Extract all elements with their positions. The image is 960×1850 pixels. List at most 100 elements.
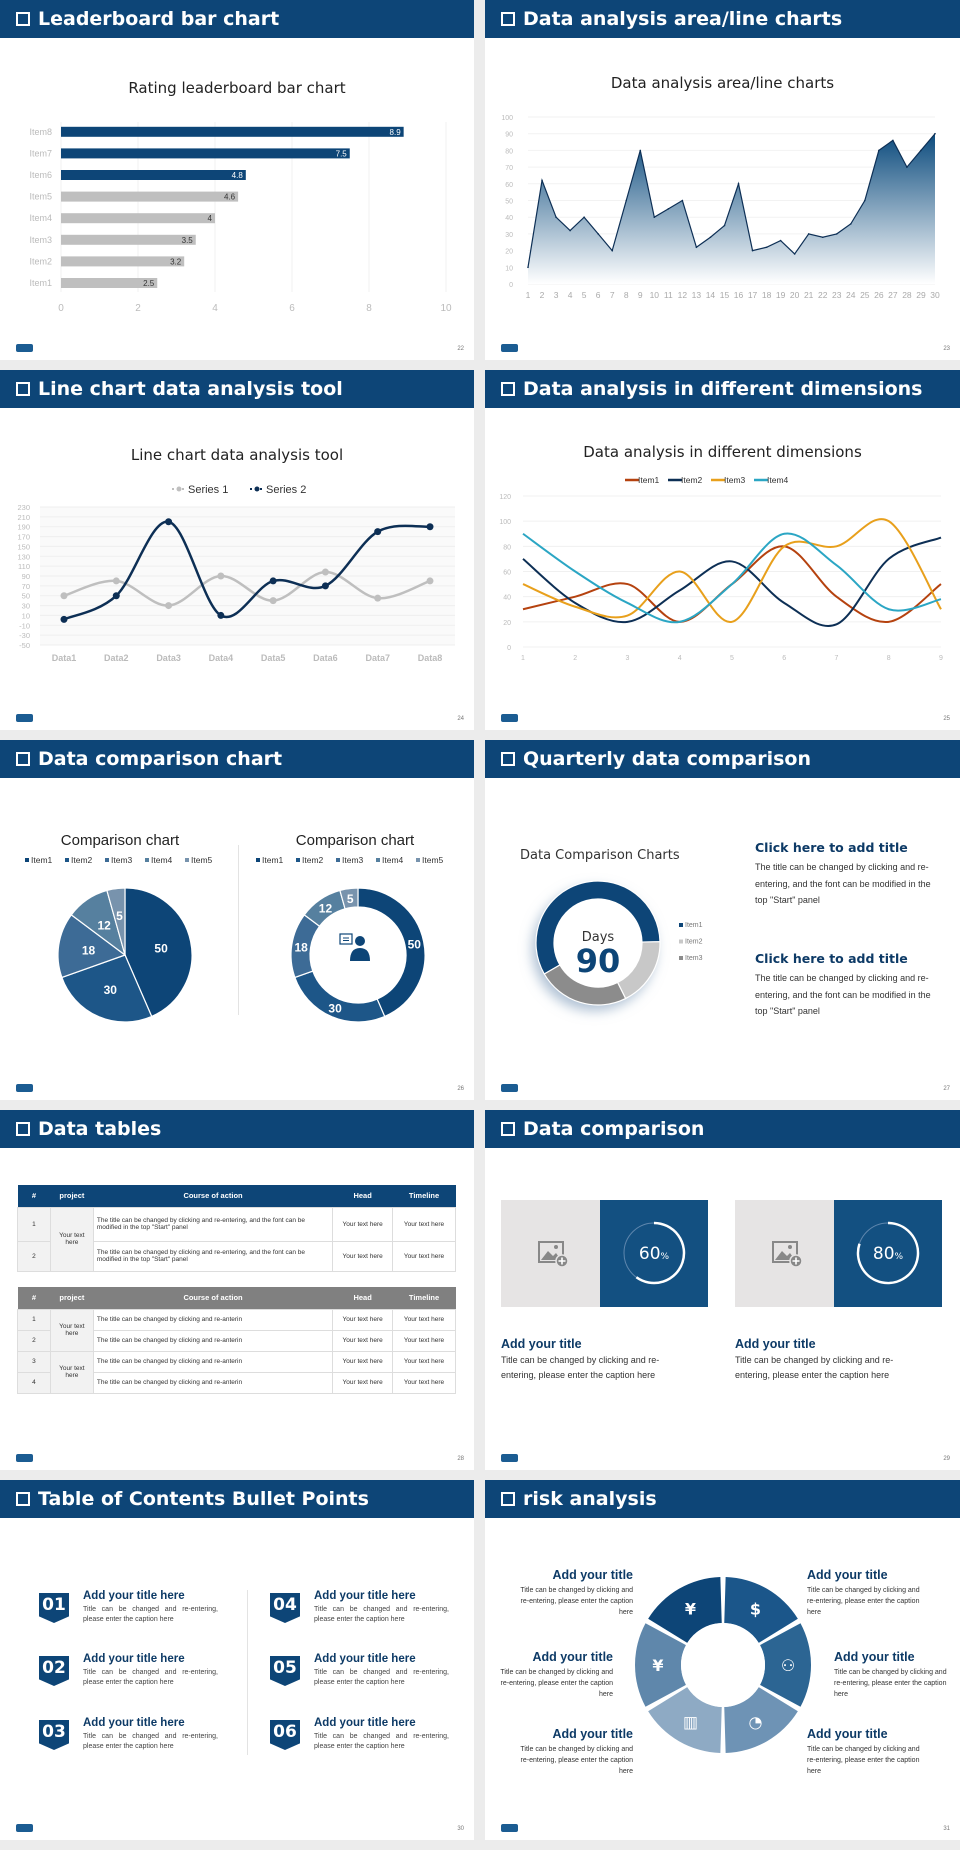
block-text: The title can be changed by clicking and…	[755, 973, 931, 1016]
progress-value: 80	[873, 1244, 895, 1264]
risk-text: Title can be changed by clicking and re-…	[834, 1669, 947, 1698]
col-header: Timeline	[392, 1287, 456, 1309]
y-tick-label: 150	[17, 542, 30, 551]
legend-swatch	[679, 956, 683, 960]
slide-toc-bullets: Table of Contents Bullet Points 01 Add yo…	[0, 1480, 474, 1840]
area-line	[527, 133, 936, 268]
cell-course: The title can be changed by clicking and…	[92, 1206, 334, 1242]
x-tick-label: 6	[596, 290, 601, 300]
x-tick-label: 2	[135, 303, 141, 314]
toc-title: Add your title here	[83, 1717, 185, 1729]
series-line	[522, 532, 942, 624]
x-tick-label: 8	[366, 303, 372, 314]
data-point	[165, 602, 173, 610]
slide-header: Data comparison	[485, 1110, 960, 1148]
cell-timeline: Your text here	[392, 1371, 456, 1394]
data-point	[112, 577, 120, 585]
x-tick-label: 16	[734, 290, 744, 300]
y-tick-label: 90	[22, 572, 30, 581]
y-tick-label: 100	[499, 519, 511, 526]
toc-title: Add your title here	[314, 1590, 416, 1602]
cell-num: 3	[17, 1350, 51, 1373]
bar	[61, 256, 185, 267]
slice-label: 5	[116, 909, 123, 923]
mountain-shape	[541, 1251, 561, 1260]
legend-label: Item2	[302, 855, 324, 865]
y-tick-label: 60	[505, 182, 513, 189]
progress-unit: %	[895, 1252, 904, 1262]
cell-num: 4	[17, 1371, 51, 1394]
cell-head: Your text here	[332, 1350, 394, 1373]
center-value: 90	[576, 942, 621, 980]
checkbox-icon	[501, 752, 515, 766]
slice-label: 12	[319, 902, 333, 916]
x-tick-label: 26	[874, 290, 884, 300]
multi-line-chart: 0 20 40 60 80 100 120 1 2 3 4 5 6 7 8 9 Item1 Item2 Item3 I…	[499, 475, 943, 662]
x-tick-label: 10	[440, 303, 452, 314]
col-header: project	[50, 1287, 94, 1309]
data-point	[934, 132, 936, 135]
logo	[16, 344, 33, 352]
y-tick-label: 80	[503, 544, 511, 551]
cycle-center	[681, 1623, 765, 1707]
checkbox-icon	[16, 1492, 30, 1506]
number-badge: 03	[39, 1720, 69, 1750]
x-tick-label: 13	[692, 290, 702, 300]
slide-header: Data analysis in different dimensions	[485, 370, 960, 408]
x-tick-label: 2	[540, 290, 545, 300]
data-point	[112, 592, 120, 600]
legend-label: Item5	[422, 855, 444, 865]
table-row: 4 The title can be changed by clicking a…	[17, 1371, 456, 1394]
bar-value-label: 4.6	[224, 193, 236, 202]
legend-swatch	[336, 858, 340, 862]
slide-header: Data comparison chart	[0, 740, 474, 778]
y-tick-label: 110	[18, 562, 30, 571]
data-point	[60, 592, 68, 600]
cell-num: 2	[17, 1240, 51, 1272]
cell-num: 1	[17, 1308, 51, 1331]
data-point	[426, 577, 434, 585]
slide-title: Leaderboard bar chart	[38, 8, 280, 30]
legend-label: Item1	[262, 855, 284, 865]
slide-header: Data tables	[0, 1110, 474, 1148]
table-row: 3 Your text here The title can be change…	[17, 1350, 456, 1394]
legend-label: Item4	[767, 475, 789, 485]
x-tick-label: 5	[582, 290, 587, 300]
divider	[238, 845, 239, 1015]
y-category-label: Item1	[29, 278, 52, 288]
x-tick-label: 5	[730, 655, 734, 662]
checkbox-icon	[501, 382, 515, 396]
x-tick-label: 7	[610, 290, 615, 300]
col-header: Timeline	[392, 1185, 456, 1207]
data-point	[906, 166, 908, 168]
cell-num: 2	[17, 1329, 51, 1352]
legend-marker	[254, 486, 260, 492]
legend-marker	[176, 486, 182, 492]
y-tick-label: 230	[17, 503, 30, 512]
pie-chart-title: Comparison chart	[60, 832, 180, 849]
bar	[61, 148, 350, 159]
data-point	[864, 199, 866, 202]
data-point	[835, 233, 838, 235]
y-tick-label: 70	[22, 582, 30, 591]
card-text: Title can be changed by clicking and re-…	[501, 1355, 660, 1380]
cell-project: Your text here	[49, 1308, 94, 1352]
slide-title: Data comparison	[523, 1118, 705, 1140]
progress-panel	[834, 1200, 942, 1307]
legend-label: Item1	[685, 922, 703, 929]
legend-label: Item2	[681, 475, 703, 485]
cell-course: The title can be changed by clicking and…	[92, 1329, 334, 1352]
number-badge: 04	[270, 1593, 300, 1623]
x-tick-label: 28	[902, 290, 912, 300]
x-tick-label: 8	[887, 655, 891, 662]
slide-title: Data analysis area/line charts	[523, 8, 843, 30]
y-tick-label: 90	[505, 132, 513, 139]
y-tick-label: -50	[19, 641, 30, 650]
x-tick-label: 9	[638, 290, 643, 300]
slide-header: Data analysis area/line charts	[485, 0, 960, 38]
data-point	[269, 577, 277, 585]
data-point	[681, 199, 684, 202]
y-tick-label: 10	[22, 611, 30, 620]
slide-comparison-chart: Data comparison chart Comparison chart C…	[0, 740, 474, 1100]
cell-num: 1	[17, 1206, 51, 1242]
